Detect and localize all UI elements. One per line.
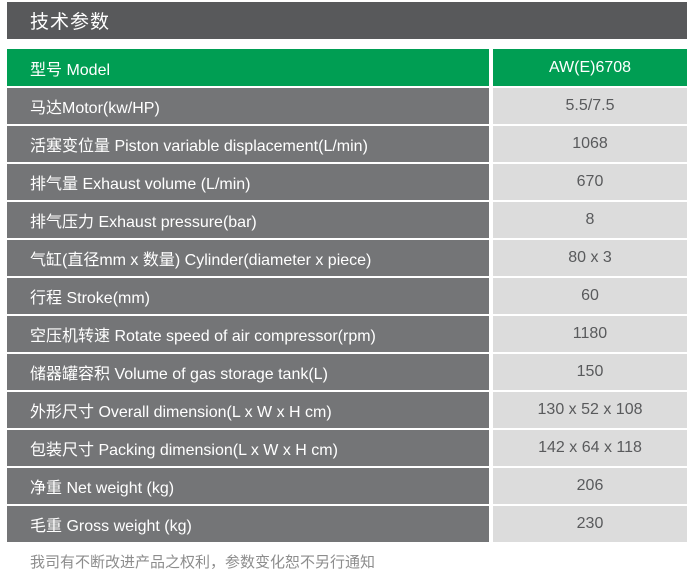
table-row: 行程 Stroke(mm) 60 (7, 278, 687, 314)
table-row: 气缸(直径mm x 数量) Cylinder(diameter x piece)… (7, 240, 687, 276)
row-value: 80 x 3 (493, 240, 687, 276)
table-header-row: 型号 Model AW(E)6708 (7, 49, 687, 86)
table-row: 排气压力 Exhaust pressure(bar) 8 (7, 202, 687, 238)
row-label: 排气压力 Exhaust pressure(bar) (7, 202, 489, 238)
row-value: 670 (493, 164, 687, 200)
row-label: 毛重 Gross weight (kg) (7, 506, 489, 542)
table-row: 活塞变位量 Piston variable displacement(L/min… (7, 126, 687, 162)
table-row: 空压机转速 Rotate speed of air compressor(rpm… (7, 316, 687, 352)
model-header-value: AW(E)6708 (493, 49, 687, 86)
table-row: 净重 Net weight (kg) 206 (7, 468, 687, 504)
section-title: 技术参数 (30, 12, 111, 33)
row-label: 储器罐容积 Volume of gas storage tank(L) (7, 354, 489, 390)
row-label: 净重 Net weight (kg) (7, 468, 489, 504)
row-value: 8 (493, 202, 687, 238)
row-value: 5.5/7.5 (493, 88, 687, 124)
row-value: 230 (493, 506, 687, 542)
model-header-label: 型号 Model (7, 49, 489, 86)
row-value: 206 (493, 468, 687, 504)
row-label: 马达Motor(kw/HP) (7, 88, 489, 124)
spec-table: 型号 Model AW(E)6708 马达Motor(kw/HP) 5.5/7.… (7, 49, 687, 542)
row-label: 气缸(直径mm x 数量) Cylinder(diameter x piece) (7, 240, 489, 276)
table-row: 储器罐容积 Volume of gas storage tank(L) 150 (7, 354, 687, 390)
row-label: 外形尺寸 Overall dimension(L x W x H cm) (7, 392, 489, 428)
row-value: 60 (493, 278, 687, 314)
row-label: 排气量 Exhaust volume (L/min) (7, 164, 489, 200)
disclaimer-note: 我司有不断改进产品之权利，参数变化恕不另行通知 (30, 554, 376, 571)
row-value: 1180 (493, 316, 687, 352)
row-value: 142 x 64 x 118 (493, 430, 687, 466)
row-label: 空压机转速 Rotate speed of air compressor(rpm… (7, 316, 489, 352)
table-row: 毛重 Gross weight (kg) 230 (7, 506, 687, 542)
row-value: 150 (493, 354, 687, 390)
table-row: 马达Motor(kw/HP) 5.5/7.5 (7, 88, 687, 124)
row-value: 130 x 52 x 108 (493, 392, 687, 428)
table-row: 包装尺寸 Packing dimension(L x W x H cm) 142… (7, 430, 687, 466)
table-row: 外形尺寸 Overall dimension(L x W x H cm) 130… (7, 392, 687, 428)
row-label: 活塞变位量 Piston variable displacement(L/min… (7, 126, 489, 162)
table-row: 排气量 Exhaust volume (L/min) 670 (7, 164, 687, 200)
row-label: 包装尺寸 Packing dimension(L x W x H cm) (7, 430, 489, 466)
row-value: 1068 (493, 126, 687, 162)
section-title-bar: 技术参数 (7, 2, 687, 39)
row-label: 行程 Stroke(mm) (7, 278, 489, 314)
